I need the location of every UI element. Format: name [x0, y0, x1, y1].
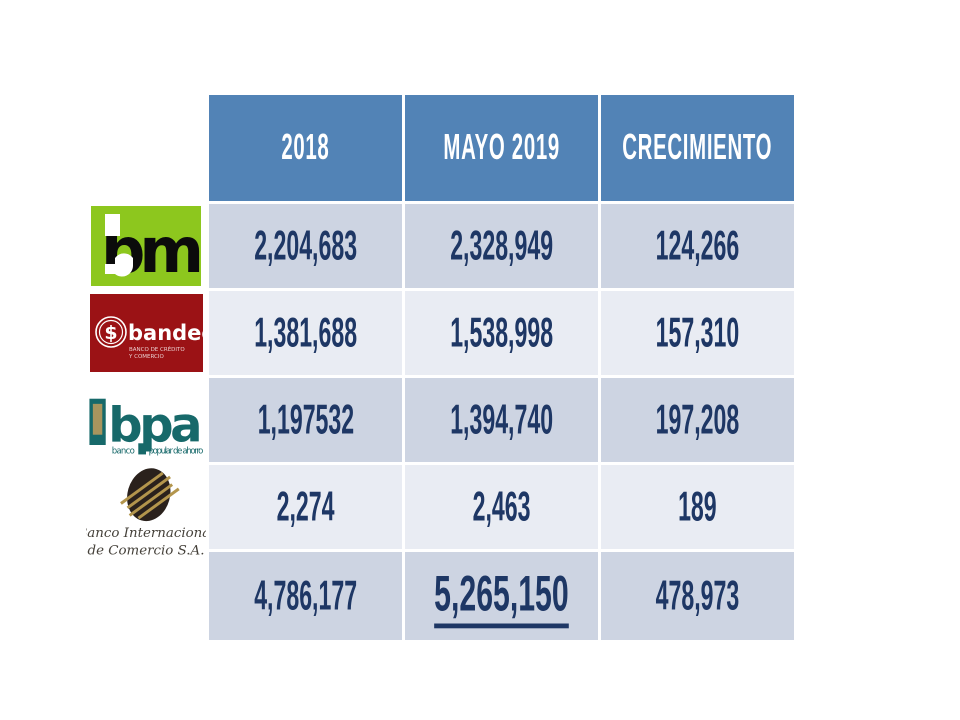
cell-bm-crecimiento: 124,266 — [601, 204, 794, 288]
value-bpa-crecimiento: 197,208 — [655, 396, 740, 443]
svg-text:de Comercio S.A.: de Comercio S.A. — [88, 544, 205, 559]
logo-bandec: $ bandec. BANCO DE CRÉDITO Y COMERCIO — [86, 291, 206, 375]
cell-bandec-crecimiento: 157,310 — [601, 291, 794, 375]
cell-total-2018: 4,786,177 — [209, 552, 402, 640]
value-total-crecimiento: 478,973 — [655, 572, 740, 619]
svg-text:banco: banco — [112, 447, 135, 457]
value-bpa-mayo-2019: 1,394,740 — [450, 396, 553, 443]
cell-bm-2018: 2,204,683 — [209, 204, 402, 288]
header-blank-cell — [86, 95, 206, 201]
bandec-logo-icon: $ bandec. BANCO DE CRÉDITO Y COMERCIO — [89, 294, 203, 372]
value-total-2018: 4,786,177 — [254, 572, 357, 619]
cell-bandec-2018: 1,381,688 — [209, 291, 402, 375]
cell-bic-mayo-2019: 2,463 — [405, 465, 598, 549]
value-bandec-mayo-2019: 1,538,998 — [450, 309, 553, 356]
value-bic-crecimiento: 189 — [678, 483, 717, 530]
logo-banco-internacional-comercio: Banco Internacional de Comercio S.A. — [86, 465, 206, 559]
value-bm-crecimiento: 124,266 — [655, 222, 740, 269]
value-bic-2018: 2,274 — [276, 483, 335, 530]
header-mayo-2019-label: MAYO 2019 — [443, 127, 560, 168]
header-crecimiento: CRECIMIENTO — [601, 95, 794, 201]
header-2018-label: 2018 — [281, 127, 330, 168]
bm-logo-icon: bm — [91, 206, 201, 286]
value-bandec-crecimiento: 157,310 — [655, 309, 740, 356]
svg-text:popular de ahorro: popular de ahorro — [149, 447, 204, 457]
logo-bpa: bpa banco popular de ahorro — [86, 378, 206, 462]
header-crecimiento-label: CRECIMIENTO — [622, 127, 773, 168]
value-bm-mayo-2019: 2,328,949 — [450, 222, 553, 269]
cell-bandec-mayo-2019: 1,538,998 — [405, 291, 598, 375]
cell-total-crecimiento: 478,973 — [601, 552, 794, 640]
bic-logo-icon: Banco Internacional de Comercio S.A. — [86, 468, 206, 559]
cell-bpa-2018: 1,197532 — [209, 378, 402, 462]
svg-text:bpa: bpa — [108, 398, 199, 454]
header-mayo-2019: MAYO 2019 — [405, 95, 598, 201]
svg-text:BANCO DE CRÉDITO: BANCO DE CRÉDITO — [129, 345, 185, 353]
totals-blank-cell — [86, 552, 206, 640]
bpa-logo-icon: bpa banco popular de ahorro — [89, 398, 204, 457]
cell-bpa-mayo-2019: 1,394,740 — [405, 378, 598, 462]
value-bandec-2018: 1,381,688 — [254, 309, 357, 356]
cell-bic-2018: 2,274 — [209, 465, 402, 549]
header-2018: 2018 — [209, 95, 402, 201]
logo-banco-metropolitano: bm — [86, 204, 206, 288]
value-bic-mayo-2019: 2,463 — [472, 483, 531, 530]
svg-text:Banco Internacional: Banco Internacional — [86, 526, 206, 541]
svg-text:Y COMERCIO: Y COMERCIO — [128, 354, 165, 360]
svg-text:bandec.: bandec. — [128, 321, 203, 345]
cell-bic-crecimiento: 189 — [601, 465, 794, 549]
cell-bm-mayo-2019: 2,328,949 — [405, 204, 598, 288]
banks-comparison-table: 2018 MAYO 2019 CRECIMIENTO bm 2,204,683 … — [86, 95, 794, 640]
value-total-mayo-2019: 5,265,150 — [434, 564, 569, 628]
svg-text:$: $ — [104, 322, 117, 344]
cell-bpa-crecimiento: 197,208 — [601, 378, 794, 462]
cell-total-mayo-2019: 5,265,150 — [405, 552, 598, 640]
value-bpa-2018: 1,197532 — [257, 396, 354, 443]
value-bm-2018: 2,204,683 — [254, 222, 357, 269]
